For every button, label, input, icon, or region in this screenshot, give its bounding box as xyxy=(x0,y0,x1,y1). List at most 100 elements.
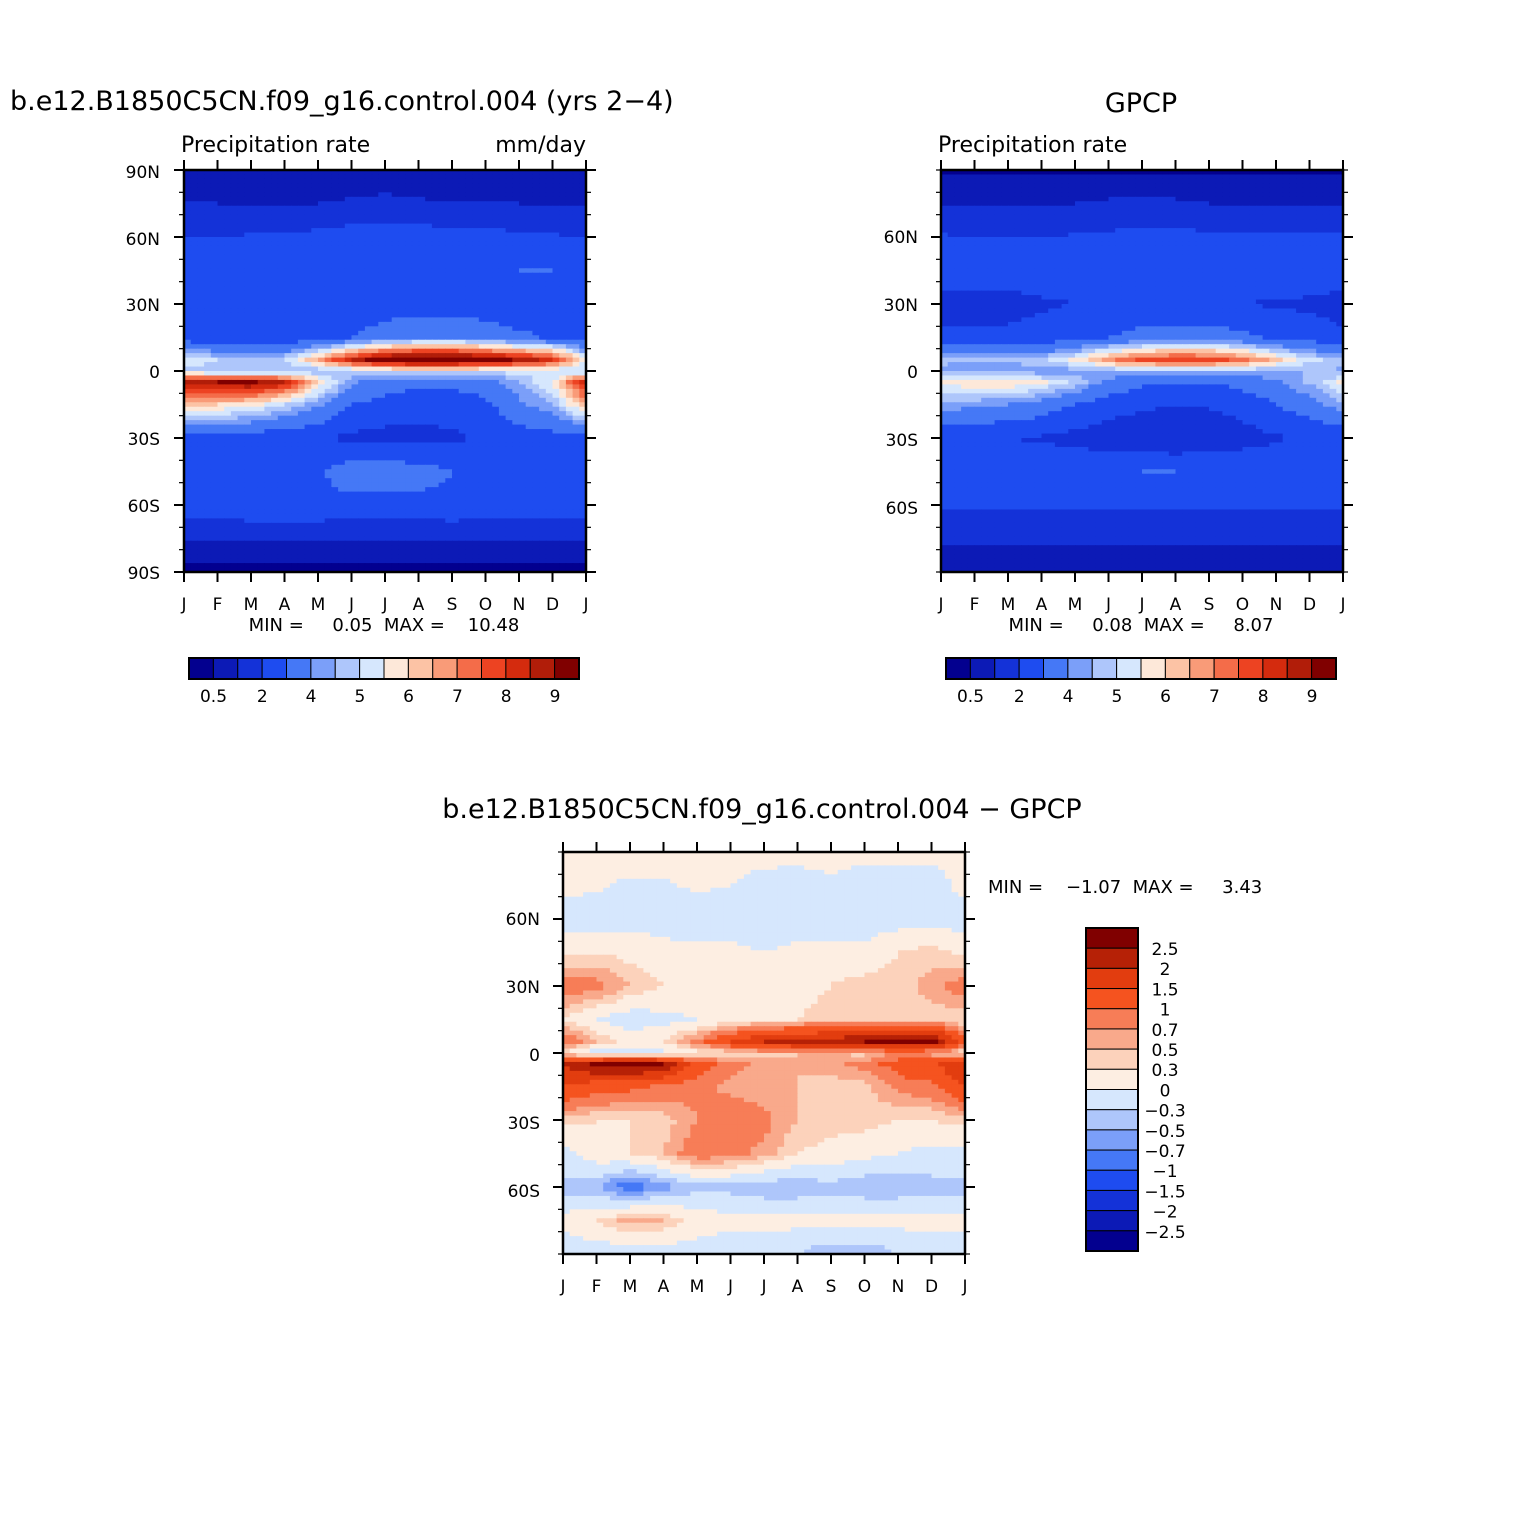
model-cell xyxy=(344,402,353,408)
model-cell xyxy=(425,518,433,524)
model-cell xyxy=(251,415,259,421)
model-cell xyxy=(311,415,319,421)
model-cell xyxy=(277,451,286,457)
model-cell xyxy=(498,402,507,408)
model-cell xyxy=(498,522,507,528)
model-cell xyxy=(331,406,339,412)
model-cell xyxy=(391,335,399,341)
model-cell xyxy=(184,540,192,546)
model-cell xyxy=(552,254,560,260)
model-cell xyxy=(257,482,265,488)
model-cell xyxy=(431,509,440,515)
model-cell xyxy=(559,330,567,336)
model-cell xyxy=(351,469,359,475)
model-cell xyxy=(545,366,554,372)
model-cell xyxy=(411,424,420,430)
model-cell xyxy=(351,357,359,363)
model-cell xyxy=(318,290,326,296)
model-cell xyxy=(224,406,232,412)
model-cell xyxy=(358,326,366,332)
model-cell xyxy=(545,438,554,444)
model-cell xyxy=(184,402,192,408)
model-cell xyxy=(498,344,507,350)
model-cell xyxy=(559,388,567,394)
model-cell xyxy=(445,424,453,430)
model-cell xyxy=(224,527,232,533)
model-cell xyxy=(405,527,413,533)
model-cell xyxy=(465,272,473,278)
model-cell xyxy=(331,205,339,211)
model-cell xyxy=(297,321,306,327)
model-cell xyxy=(284,500,292,506)
model-cell xyxy=(418,522,426,528)
model-cell xyxy=(378,438,386,444)
model-cell xyxy=(277,397,286,403)
model-cell xyxy=(210,442,219,448)
model-cell xyxy=(190,290,198,296)
model-cell xyxy=(184,201,192,207)
model-cell xyxy=(297,263,306,269)
model-cell xyxy=(351,214,359,220)
model-cell xyxy=(478,299,487,305)
model-cell xyxy=(539,335,547,341)
model-cell xyxy=(465,420,473,426)
model-cell xyxy=(458,250,466,256)
model-cell xyxy=(445,187,453,193)
model-cell xyxy=(224,339,232,345)
model-cell xyxy=(210,353,219,359)
model-cell xyxy=(552,446,560,452)
model-cell xyxy=(311,178,319,184)
model-cell xyxy=(204,433,212,439)
model-cell xyxy=(512,250,520,256)
model-cell xyxy=(445,500,453,506)
model-cell xyxy=(364,348,373,354)
model-cell xyxy=(438,321,446,327)
model-cell xyxy=(364,250,373,256)
model-cell xyxy=(244,277,252,283)
model-cell xyxy=(358,487,366,493)
model-cell xyxy=(398,393,406,399)
model-cell xyxy=(445,290,453,296)
model-cell xyxy=(405,223,413,229)
model-cell xyxy=(251,232,259,238)
model-cell xyxy=(498,442,507,448)
model-cell xyxy=(318,379,326,385)
model-cell xyxy=(224,487,232,493)
model-cell xyxy=(565,460,574,466)
model-cell xyxy=(425,268,433,274)
model-cell xyxy=(184,281,192,287)
model-cell xyxy=(425,496,433,502)
model-cell xyxy=(385,223,393,229)
model-cell xyxy=(391,366,399,372)
model-cell xyxy=(271,272,279,278)
model-cell xyxy=(559,478,567,484)
model-cell xyxy=(190,513,198,519)
model-cell xyxy=(492,353,500,359)
model-cell xyxy=(525,429,533,435)
model-cell xyxy=(478,335,487,341)
model-cell xyxy=(512,286,520,292)
model-cell xyxy=(492,496,500,502)
model-cell xyxy=(532,388,540,394)
model-cell xyxy=(230,183,239,189)
model-cell xyxy=(344,272,353,278)
model-cell xyxy=(318,415,326,421)
model-cell xyxy=(385,500,393,506)
model-cell xyxy=(311,442,319,448)
model-cell xyxy=(559,446,567,452)
model-cell xyxy=(559,272,567,278)
model-cell xyxy=(385,455,393,461)
model-cell xyxy=(291,174,299,180)
model-cell xyxy=(438,411,446,417)
model-cell xyxy=(411,344,420,350)
model-cell xyxy=(465,268,473,274)
model-cell xyxy=(197,272,205,278)
model-cell xyxy=(210,505,219,511)
model-cell xyxy=(438,500,446,506)
model-cell xyxy=(204,330,212,336)
model-cell xyxy=(237,482,245,488)
model-cell xyxy=(304,245,312,251)
model-cell xyxy=(465,312,473,318)
model-cell xyxy=(525,210,533,216)
model-cell xyxy=(545,442,554,448)
